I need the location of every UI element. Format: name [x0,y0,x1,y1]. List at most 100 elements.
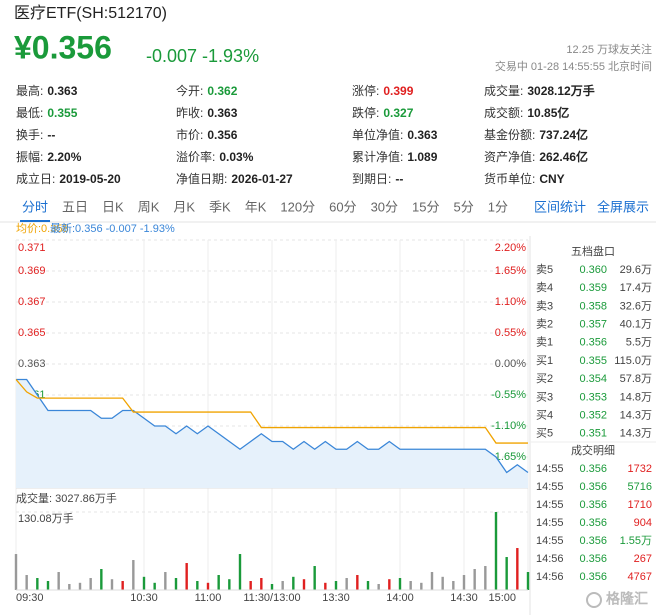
stat-item: 累计净值: 1.089 [352,149,438,164]
stat-value: 1.089 [407,150,437,164]
tab[interactable]: 日K [102,199,124,214]
y-tick-label: 0.371 [18,242,46,254]
tab[interactable]: 月K [173,199,195,214]
volume-bar [484,566,487,590]
stat-item: 货币单位: CNY [484,171,565,186]
volume-bar [206,582,210,590]
stat-label: 资产净值: [484,149,535,164]
x-tick-label: 10:30 [130,592,158,604]
stat-value: 737.24亿 [539,127,588,142]
trade-volume: 1.55万 [620,535,652,547]
trade-price: 0.356 [579,571,607,583]
volume-bar [281,581,284,590]
y-tick-label: 0.369 [18,265,46,277]
stat-value: 2.20% [47,150,81,164]
volume-bar [132,560,135,590]
volume-bar [249,581,252,590]
tab[interactable]: 60分 [329,199,356,214]
y2-tick-label: -1.10% [491,420,526,432]
tab[interactable]: 周K [138,199,160,214]
y2-tick-label: 0.55% [495,327,526,339]
volume-bar [366,581,370,590]
book-volume: 32.6万 [620,300,652,312]
stat-label: 今开: [176,83,203,98]
trade-price: 0.356 [579,535,607,547]
volume-bar [409,581,412,590]
tab[interactable]: 分时 [22,199,48,214]
volume-bar [441,576,444,590]
stat-label: 最高: [16,83,43,98]
stat-label: 溢价率: [176,149,215,164]
book-volume: 40.1万 [620,319,652,331]
book-volume: 5.5万 [626,337,652,349]
stat-value: 3028.12万手 [527,83,594,98]
stat-item: 成交量: 3028.12万手 [484,83,595,98]
volume-tick-label: 130.08万手 [18,511,74,525]
book-volume: 14.3万 [620,410,652,422]
stat-label: 市价: [176,127,203,142]
stat-value: 0.363 [207,106,237,120]
tab[interactable]: 1分 [488,199,508,214]
book-side: 卖3 [536,299,553,312]
trade-time: 14:56 [536,553,564,565]
trade-time: 14:55 [536,535,564,547]
trade-price: 0.356 [579,499,607,511]
book-side: 买1 [536,354,553,367]
volume-bar [46,581,50,590]
volume-bar [68,584,71,590]
price-line [16,378,529,474]
stat-item: 最高: 0.363 [16,83,78,98]
volume-bar [420,582,423,590]
stat-item: 涨停: 0.399 [352,83,414,98]
volume-bar [270,584,274,590]
book-price: 0.357 [579,319,607,331]
price-change: -0.007 -1.93% [146,46,259,66]
volume-bar [100,569,103,590]
stat-label: 基金份额: [484,127,535,142]
trade-volume: 1710 [628,499,652,511]
stat-value: CNY [539,172,564,186]
stat-item: 振幅: 2.20% [16,149,82,164]
volume-bar [526,572,530,590]
book-side: 卖1 [536,336,553,349]
book-volume: 115.0万 [614,355,652,367]
stat-label: 跌停: [352,105,379,120]
book-volume: 14.3万 [620,428,652,440]
stat-item: 单位净值: 0.363 [352,127,438,142]
book-side: 卖4 [536,281,553,294]
tab[interactable]: 120分 [280,199,315,214]
tab[interactable]: 年K [245,199,267,214]
book-side: 买2 [536,372,553,385]
tab[interactable]: 5分 [454,199,474,214]
volume-bar [164,572,167,590]
tab[interactable]: 季K [209,199,231,214]
volume-bar [196,581,199,590]
stat-value: 2019-05-20 [59,172,121,186]
tab[interactable]: 15分 [412,199,439,214]
tab[interactable]: 五日 [62,199,88,214]
tab-action[interactable]: 全屏展示 [597,199,649,214]
y-tick-label: 0.363 [18,358,46,370]
stat-label: 换手: [16,128,43,142]
stat-item: 成交额: 10.85亿 [484,105,569,120]
stat-item: 净值日期: 2026-01-27 [176,171,293,186]
book-side: 买4 [536,409,553,422]
book-price: 0.360 [579,264,607,276]
volume-bar [505,557,508,590]
tab[interactable]: 30分 [371,199,398,214]
y-tick-label: 0.367 [18,296,46,308]
trade-time: 14:55 [536,481,564,493]
followers: 12.25 万球友关注 [566,42,652,56]
volume-bar [377,584,380,590]
trade-volume: 1732 [628,463,652,475]
tab-action[interactable]: 区间统计 [534,199,586,214]
volume-bar [110,579,114,590]
volume-bar [238,554,242,590]
watermark-icon [586,592,602,608]
stat-item: 到期日: -- [352,172,403,186]
y2-tick-label: -1.65% [491,451,526,463]
volume-bar [516,548,519,590]
stat-item: 溢价率: 0.03% [176,149,254,164]
stat-value: 10.85亿 [527,105,569,120]
